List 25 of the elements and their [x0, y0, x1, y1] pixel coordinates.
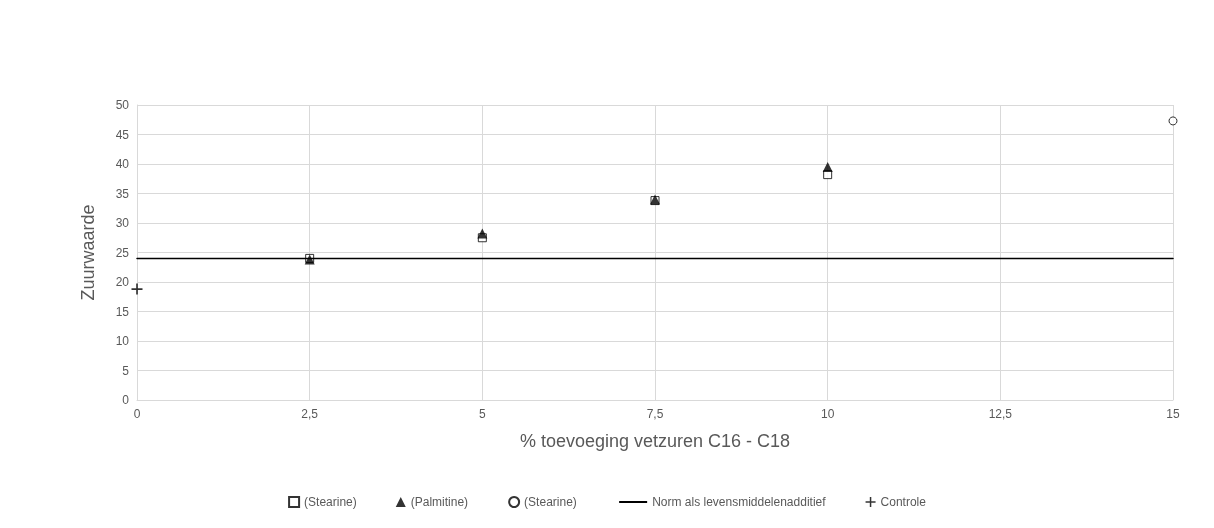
legend-label: (Palmitine) — [410, 495, 469, 509]
legend-label: (Stearine) — [524, 495, 581, 509]
y-tick-label: 20 — [115, 275, 130, 289]
x-tick-label: 0 — [133, 407, 141, 421]
legend-label: (Stearine) — [304, 495, 357, 509]
y-tick-label: 15 — [115, 304, 130, 319]
y-axis-title: Zuurwaarde — [78, 204, 98, 301]
legend-label: Norm als levensmiddelenadditief — [652, 495, 827, 509]
x-tick-label: 5 — [478, 407, 486, 421]
y-tick-label: 5 — [122, 363, 130, 378]
y-tick-label: 25 — [115, 245, 130, 260]
y-tick-label: 45 — [115, 127, 130, 142]
y-tick-label: 0 — [122, 393, 130, 407]
x-tick-label: 10 — [820, 407, 835, 421]
x-tick-label: 7,5 — [646, 407, 664, 421]
x-tick-label: 12,5 — [988, 407, 1013, 421]
legend-label: Controle — [880, 495, 927, 509]
x-tick-label: 2,5 — [301, 407, 319, 421]
y-tick-label: 50 — [115, 98, 130, 112]
y-tick-label: 10 — [115, 334, 130, 348]
x-tick-label: 15 — [1166, 407, 1180, 421]
y-tick-label: 30 — [115, 216, 130, 230]
x-axis-title: % toevoeging vetzuren C16 - C18 — [519, 431, 791, 451]
y-tick-label: 35 — [115, 186, 130, 201]
y-tick-label: 40 — [115, 157, 130, 171]
